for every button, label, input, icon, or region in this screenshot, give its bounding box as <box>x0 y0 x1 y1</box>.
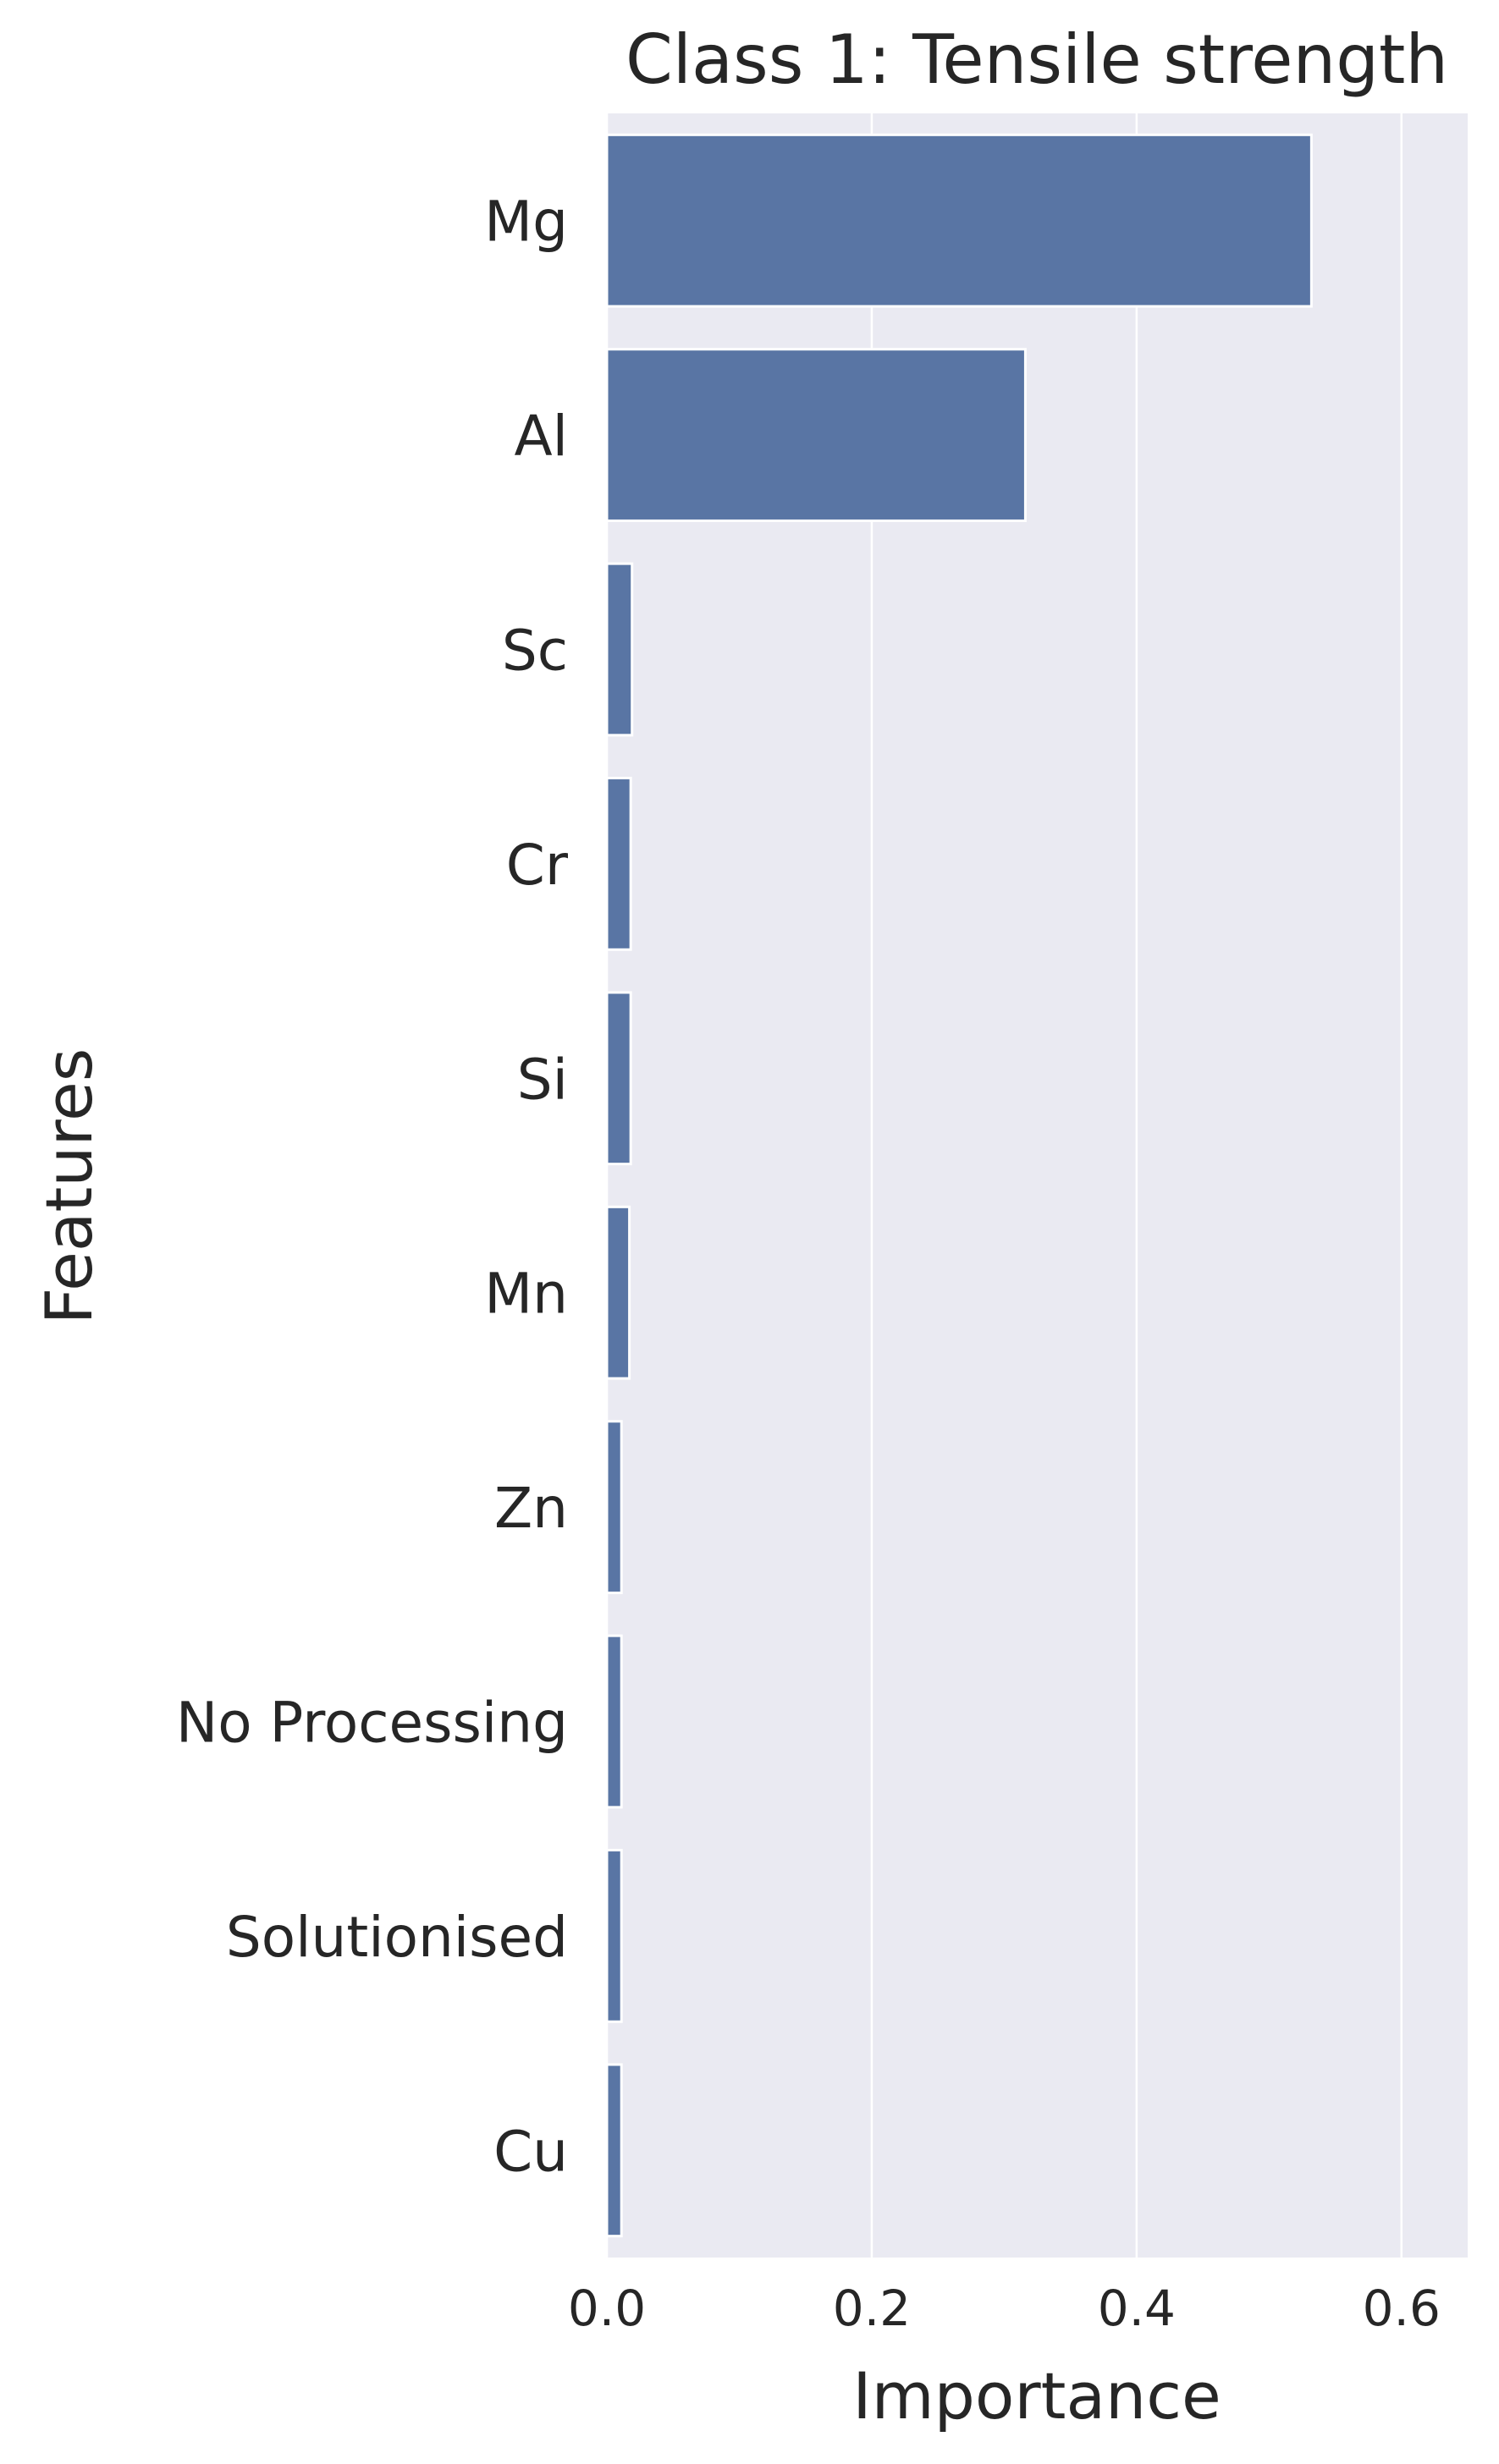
chart-title: Class 1: Tensile strength <box>626 20 1448 99</box>
x-tick-label: 0.6 <box>1363 2280 1441 2337</box>
category-label: Sc <box>502 619 568 684</box>
bar <box>605 1634 623 1809</box>
bar <box>605 777 632 951</box>
x-axis-label: Importance <box>852 2358 1221 2434</box>
bar <box>605 348 1027 522</box>
category-label: Al <box>515 404 569 469</box>
category-label: No Processing <box>176 1691 568 1756</box>
category-label: Mg <box>484 190 568 255</box>
bar <box>605 1849 623 2023</box>
bar <box>605 562 634 737</box>
x-tick-label: 0.2 <box>833 2280 911 2337</box>
bar <box>605 991 632 1166</box>
bar <box>605 1420 623 1594</box>
bar <box>605 133 1313 308</box>
bars <box>605 133 1313 2238</box>
category-label: Zn <box>494 1476 568 1541</box>
category-label: Solutionised <box>226 1905 568 1970</box>
x-tick-label: 0.0 <box>568 2280 646 2337</box>
category-label: Cu <box>493 2119 568 2184</box>
category-label: Mn <box>484 1262 568 1327</box>
bar <box>605 1205 631 1380</box>
y-axis-label: Features <box>31 1048 107 1325</box>
category-label: Si <box>517 1047 568 1112</box>
x-tick-label: 0.4 <box>1098 2280 1176 2337</box>
bar <box>605 2063 623 2238</box>
category-label: Cr <box>506 833 569 898</box>
x-tick-labels: 0.0 0.2 0.4 0.6 <box>568 2280 1441 2337</box>
category-labels: Mg Al Sc Cr Si Mn Zn No Processing Solutionised C… <box>176 190 569 2185</box>
